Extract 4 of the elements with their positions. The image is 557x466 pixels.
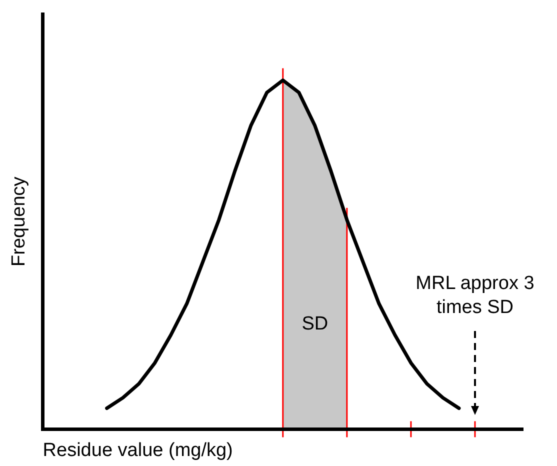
- annotation: MRL approx 3 times SD: [416, 273, 534, 318]
- annotation: SD: [302, 314, 328, 335]
- x-axis-title: Residue value (mg/kg): [42, 440, 233, 461]
- y-axis-title: Frequency: [8, 176, 30, 266]
